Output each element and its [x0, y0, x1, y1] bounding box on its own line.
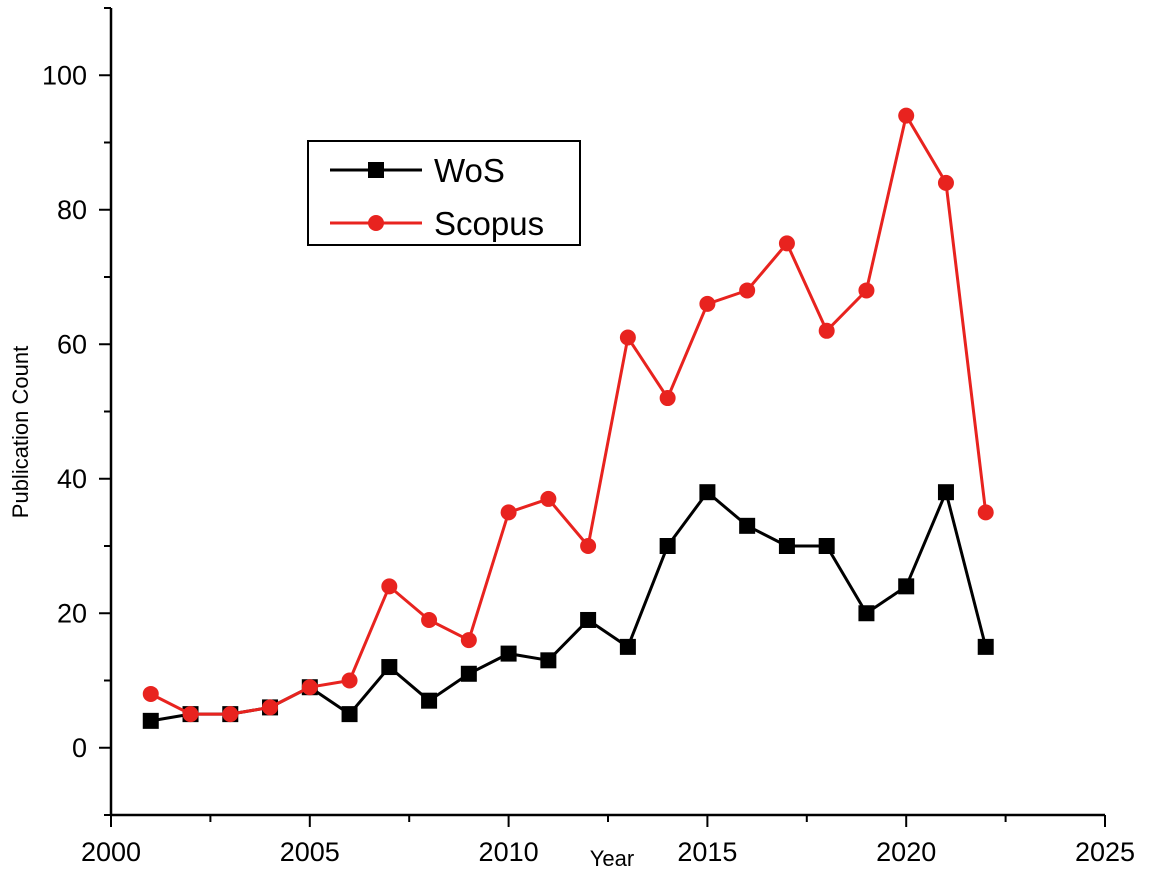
legend-label-scopus: Scopus — [434, 205, 544, 242]
wos-point — [341, 706, 358, 723]
scopus-point — [778, 235, 795, 252]
scopus-point — [341, 672, 358, 689]
legend-marker — [368, 215, 384, 231]
wos-point — [460, 665, 477, 682]
scopus-point — [142, 685, 159, 702]
x-tick-label: 2000 — [81, 837, 141, 867]
wos-point — [421, 692, 438, 709]
wos-point — [898, 578, 915, 595]
wos-point — [778, 538, 795, 554]
scopus-line — [150, 111, 988, 716]
scopus-point — [659, 390, 676, 407]
series-layer — [142, 107, 994, 729]
x-axis-title: Year — [590, 846, 634, 871]
scopus-point — [421, 611, 438, 628]
scopus-point — [182, 706, 199, 723]
wos-point — [937, 484, 954, 501]
scopus-point — [381, 578, 398, 595]
scopus-point — [460, 632, 477, 649]
scopus-point — [898, 107, 915, 124]
scopus-point — [937, 174, 954, 191]
scopus-point — [262, 699, 279, 716]
y-tick-label: 40 — [57, 464, 87, 494]
wos-point — [381, 659, 398, 676]
legend: WoS Scopus — [307, 140, 581, 246]
y-tick-label: 60 — [57, 329, 87, 359]
wos-point — [977, 638, 994, 655]
wos-point — [699, 484, 716, 501]
y-tick-label: 80 — [57, 195, 87, 225]
wos-point — [142, 712, 159, 729]
legend-item-scopus: Scopus — [330, 205, 544, 242]
series-scopus — [142, 107, 994, 723]
wos-point — [858, 605, 875, 622]
x-tick-label: 2025 — [1075, 837, 1135, 867]
axes: 2000 2005 2010 2015 2020 2025 0 20 40 60 80 100 — [42, 7, 1135, 867]
scopus-point — [301, 679, 318, 696]
y-axis-title: Publication Count — [8, 346, 33, 518]
scopus-point — [739, 282, 756, 299]
legend-label-wos: WoS — [434, 152, 505, 189]
wos-point — [818, 538, 835, 554]
scopus-point — [222, 706, 239, 723]
scopus-point — [500, 504, 517, 521]
scopus-point — [699, 295, 716, 312]
wos-point — [619, 638, 636, 655]
scopus-point — [540, 490, 557, 507]
wos-point — [580, 611, 597, 628]
y-tick-label: 20 — [57, 598, 87, 628]
x-tick-label: 2020 — [876, 837, 936, 867]
wos-point — [540, 652, 557, 669]
x-tick-label: 2010 — [479, 837, 539, 867]
y-tick-label: 100 — [42, 60, 87, 90]
scopus-point — [580, 538, 597, 554]
legend-box — [307, 140, 581, 246]
y-tick-label: 0 — [72, 733, 87, 763]
wos-point — [500, 645, 517, 662]
scopus-point — [619, 329, 636, 346]
x-tick-label: 2005 — [280, 837, 340, 867]
wos-point — [659, 538, 676, 554]
wos-point — [739, 517, 756, 534]
x-tick-label: 2015 — [677, 837, 737, 867]
legend-item-wos: WoS — [330, 152, 505, 189]
scopus-point — [977, 504, 994, 521]
scopus-point — [818, 322, 835, 339]
scopus-point — [858, 282, 875, 299]
legend-marker — [368, 162, 384, 178]
